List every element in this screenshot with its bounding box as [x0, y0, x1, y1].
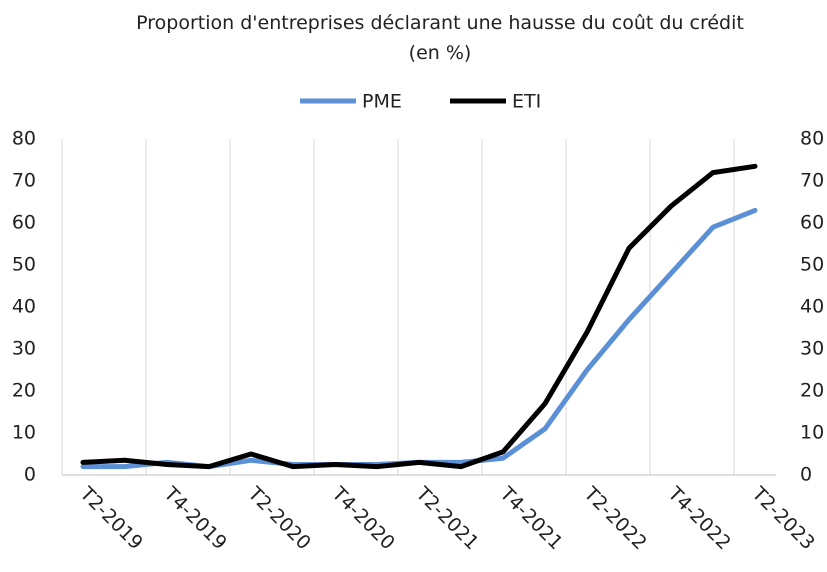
y-tick-label: 70 — [12, 170, 36, 192]
x-tick-label: T2-2022 — [579, 482, 651, 554]
x-tick-label: T4-2019 — [159, 482, 231, 554]
y2-tick-label: 70 — [800, 170, 824, 192]
y-tick-label: 10 — [12, 422, 36, 444]
series-line — [80, 207, 758, 470]
x-tick-label: T4-2022 — [663, 482, 735, 554]
y-tick-label: 80 — [12, 128, 36, 150]
chart-title: Proportion d'entreprises déclarant une h… — [136, 12, 744, 64]
x-tick-label: T4-2021 — [495, 482, 567, 554]
series-line — [80, 163, 758, 470]
x-tick-label: T2-2023 — [747, 482, 819, 554]
x-tick-label: T2-2019 — [75, 482, 147, 554]
y2-tick-label: 60 — [800, 212, 824, 234]
y2-tick-label: 40 — [800, 296, 824, 318]
x-tick-label: T2-2020 — [243, 482, 315, 554]
x-tick-label: T2-2021 — [411, 482, 483, 554]
y-tick-label: 0 — [24, 464, 36, 486]
y2-tick-label: 30 — [800, 338, 824, 360]
legend-label: ETI — [512, 91, 541, 113]
y-tick-label: 20 — [12, 380, 36, 402]
y-tick-label: 60 — [12, 212, 36, 234]
y-tick-label: 30 — [12, 338, 36, 360]
y2-tick-label: 0 — [800, 464, 812, 486]
legend-label: PME — [362, 91, 402, 113]
y2-tick-label: 10 — [800, 422, 824, 444]
y2-tick-label: 20 — [800, 380, 824, 402]
y2-tick-label: 50 — [800, 254, 824, 276]
y-tick-label: 50 — [12, 254, 36, 276]
x-tick-label: T4-2020 — [327, 482, 399, 554]
y2-tick-label: 80 — [800, 128, 824, 150]
y-tick-label: 40 — [12, 296, 36, 318]
